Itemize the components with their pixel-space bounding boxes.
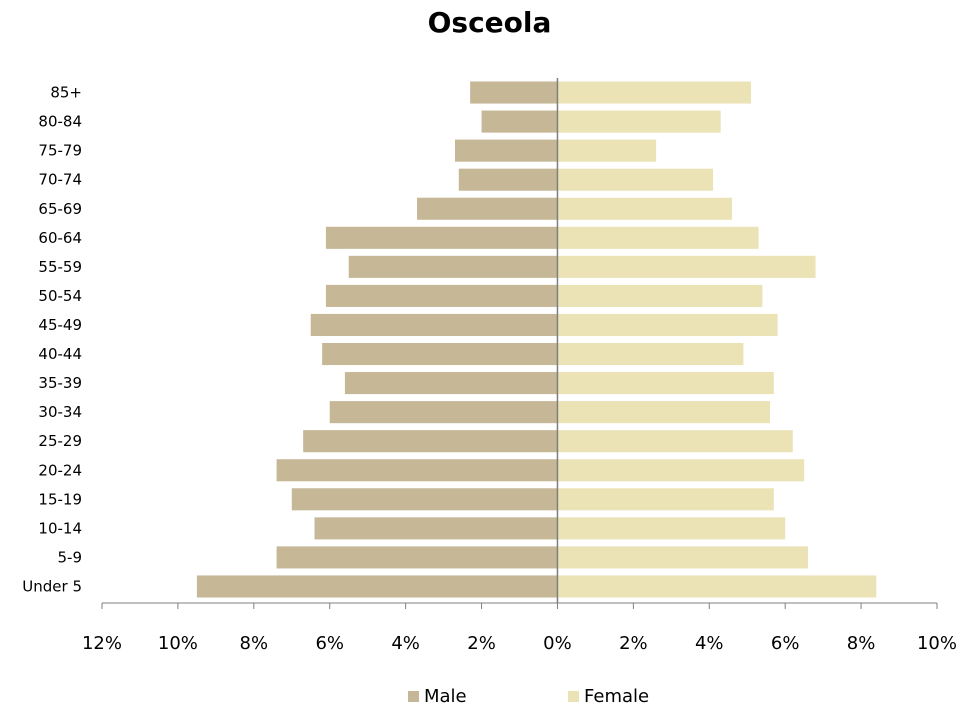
- x-tick-label: 0%: [543, 633, 572, 654]
- x-tick-label: 8%: [847, 633, 876, 654]
- female-bar-70-74: [557, 168, 714, 191]
- y-tick-label: 75-79: [38, 142, 82, 160]
- female-bar-20-24: [557, 459, 805, 482]
- legend-swatch-female: [568, 691, 579, 702]
- male-bar-80-84: [481, 110, 558, 133]
- y-tick-label: 5-9: [58, 548, 83, 566]
- female-bar-30-34: [557, 401, 770, 424]
- female-bar-45-49: [557, 313, 778, 337]
- x-tick-label: 2%: [467, 633, 496, 654]
- y-tick-label: 70-74: [38, 171, 82, 189]
- female-bar-40-44: [557, 342, 744, 366]
- male-bar-75-79: [454, 139, 558, 162]
- female-bar-15-19: [557, 488, 774, 511]
- legend: Male Female: [0, 686, 979, 710]
- male-bar-50-54: [325, 284, 558, 307]
- x-tick-label: 10%: [917, 633, 957, 654]
- y-tick-label: 60-64: [38, 229, 82, 247]
- male-bar-25-29: [303, 430, 558, 453]
- y-tick-label: 65-69: [38, 200, 82, 218]
- legend-label-female: Female: [584, 686, 650, 707]
- female-bar-65-69: [557, 197, 733, 220]
- female-bar-10-14: [557, 517, 786, 540]
- male-bar-45-49: [310, 313, 558, 337]
- male-bar-40-44: [322, 342, 558, 366]
- female-bar-25-29: [557, 430, 793, 453]
- female-bar-85+: [557, 81, 752, 104]
- female-bar-60-64: [557, 226, 759, 249]
- male-bar-70-74: [458, 168, 558, 191]
- x-tick-label: 4%: [695, 633, 724, 654]
- y-tick-label: 55-59: [38, 258, 82, 276]
- female-bar-50-54: [557, 284, 763, 307]
- y-tick-label: 25-29: [38, 432, 82, 450]
- male-bar-10-14: [314, 517, 558, 540]
- male-bar-55-59: [348, 255, 558, 278]
- female-bar-80-84: [557, 110, 721, 133]
- y-tick-label: 80-84: [38, 113, 82, 131]
- female-bar-55-59: [557, 255, 816, 278]
- y-tick-label: 40-44: [38, 345, 82, 363]
- labels-layer: 85+ 80-84 75-79 70-74 65-69 60-64 55-59 50-54 45…: [22, 84, 957, 654]
- x-tick-label: 6%: [771, 633, 800, 654]
- male-bar-Under 5: [196, 575, 558, 598]
- axis-layer: [101, 78, 938, 609]
- y-tick-label: 15-19: [38, 490, 82, 508]
- y-tick-label: 35-39: [38, 374, 82, 392]
- male-bar-65-69: [417, 197, 558, 220]
- female-bar-75-79: [557, 139, 657, 162]
- x-tick-label: 8%: [240, 633, 269, 654]
- legend-item-male: Male: [408, 686, 467, 707]
- x-tick-label: 4%: [391, 633, 420, 654]
- female-bar-35-39: [557, 372, 774, 395]
- y-tick-label: 85+: [50, 84, 82, 102]
- y-tick-label: 50-54: [38, 287, 82, 305]
- x-tick-label: 10%: [158, 633, 198, 654]
- y-tick-label: 30-34: [38, 403, 82, 421]
- male-bar-20-24: [276, 459, 558, 482]
- y-tick-label: Under 5: [22, 577, 82, 595]
- x-tick-label: 2%: [619, 633, 648, 654]
- male-bar-30-34: [329, 401, 558, 424]
- male-bar-85+: [470, 81, 558, 104]
- x-tick-label: 12%: [82, 633, 122, 654]
- chart-title: Osceola: [427, 6, 552, 39]
- female-bar-5-9: [557, 546, 808, 569]
- male-bar-5-9: [276, 546, 558, 569]
- male-bar-15-19: [291, 488, 558, 511]
- legend-label-male: Male: [424, 686, 467, 707]
- legend-swatch-male: [408, 691, 419, 702]
- bars-layer: [196, 81, 877, 598]
- y-tick-label: 45-49: [38, 316, 82, 334]
- male-bar-60-64: [325, 226, 558, 249]
- male-bar-35-39: [344, 372, 558, 395]
- female-bar-Under 5: [557, 575, 877, 598]
- legend-item-female: Female: [568, 686, 649, 707]
- y-tick-label: 20-24: [38, 461, 82, 479]
- y-tick-label: 10-14: [38, 519, 82, 537]
- x-tick-label: 6%: [315, 633, 344, 654]
